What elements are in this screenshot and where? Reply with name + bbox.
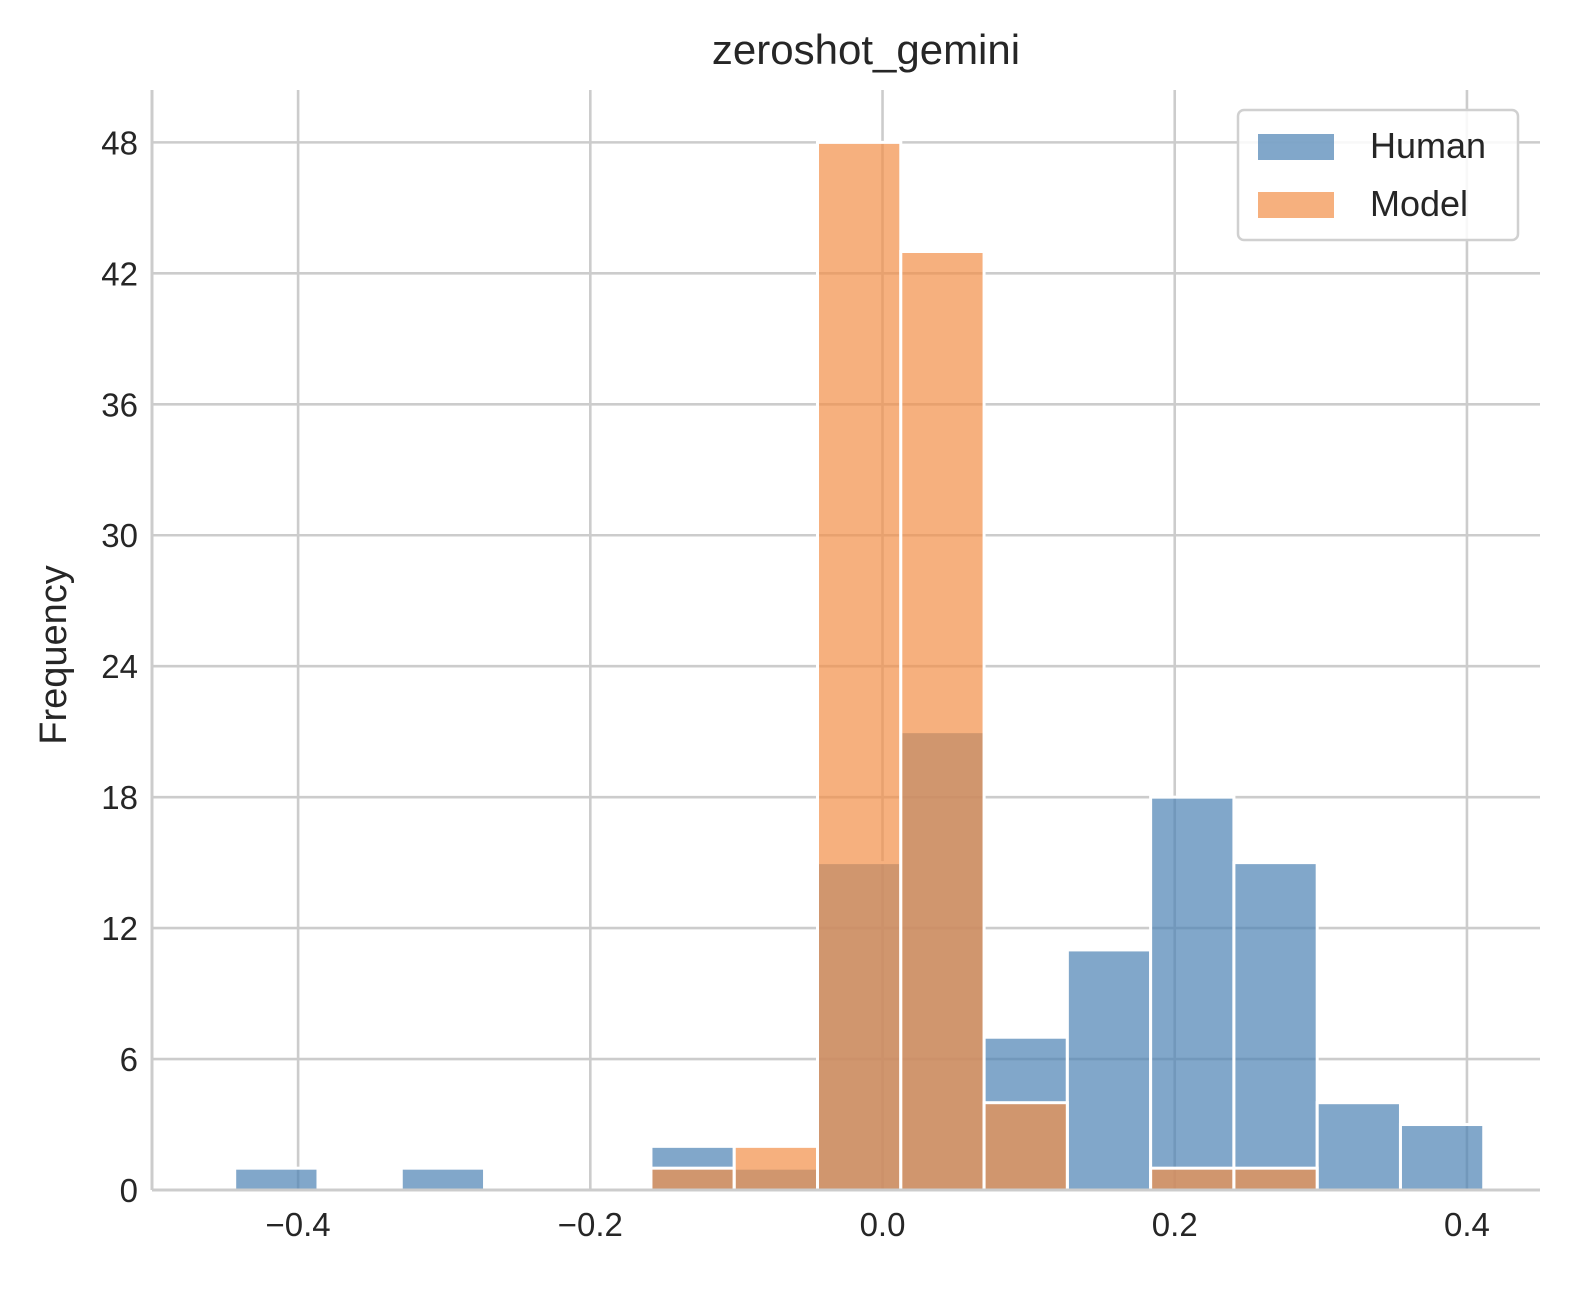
legend: Human Model — [1236, 108, 1520, 242]
bars-layer — [233, 140, 1486, 1192]
histogram-bar-model — [899, 250, 986, 1192]
legend-label-human: Human — [1370, 125, 1486, 166]
y-tick-label: 36 — [101, 386, 138, 423]
x-tick-label: 0.4 — [1444, 1206, 1490, 1243]
histogram-bar-human — [1315, 1101, 1402, 1192]
chart-title: zeroshot_gemini — [712, 26, 1020, 73]
histogram-bar-model — [982, 1101, 1069, 1192]
legend-label-model: Model — [1370, 183, 1468, 224]
histogram-bar-model — [732, 1144, 820, 1192]
histogram-bar-model — [649, 1166, 736, 1192]
legend-swatch-model — [1258, 192, 1334, 218]
y-tick-label: 6 — [120, 1041, 138, 1078]
y-tick-label: 42 — [101, 255, 138, 292]
histogram-bar-human — [1398, 1123, 1486, 1192]
legend-swatch-human — [1258, 134, 1334, 160]
y-tick-label: 0 — [120, 1172, 138, 1209]
x-tick-label: −0.2 — [558, 1206, 623, 1243]
y-tick-label: 18 — [101, 779, 138, 816]
x-tick-label: 0.2 — [1152, 1206, 1198, 1243]
y-tick-label: 30 — [101, 517, 138, 554]
histogram-bar-human — [1232, 861, 1319, 1192]
y-tick-label: 48 — [101, 124, 138, 161]
histogram-bar-human — [399, 1166, 487, 1192]
histogram-bar-human — [1065, 948, 1153, 1192]
histogram-bar-model — [1232, 1166, 1319, 1192]
y-tick-label: 12 — [101, 910, 138, 947]
tick-labels-layer: −0.4 −0.2 0.0 0.2 0.4 0 6 12 18 24 30 36 42 48 — [101, 124, 1490, 1243]
x-tick-label: −0.4 — [266, 1206, 331, 1243]
y-tick-label: 24 — [101, 648, 138, 685]
x-tick-label: 0.0 — [860, 1206, 906, 1243]
axes-layer — [150, 90, 1540, 1192]
histogram-bar-human — [233, 1166, 320, 1192]
y-axis-label: Frequency — [33, 565, 75, 745]
histogram-bar-model — [1149, 1166, 1236, 1192]
histogram-bar-model — [816, 140, 903, 1192]
histogram-bar-human — [1149, 795, 1236, 1192]
